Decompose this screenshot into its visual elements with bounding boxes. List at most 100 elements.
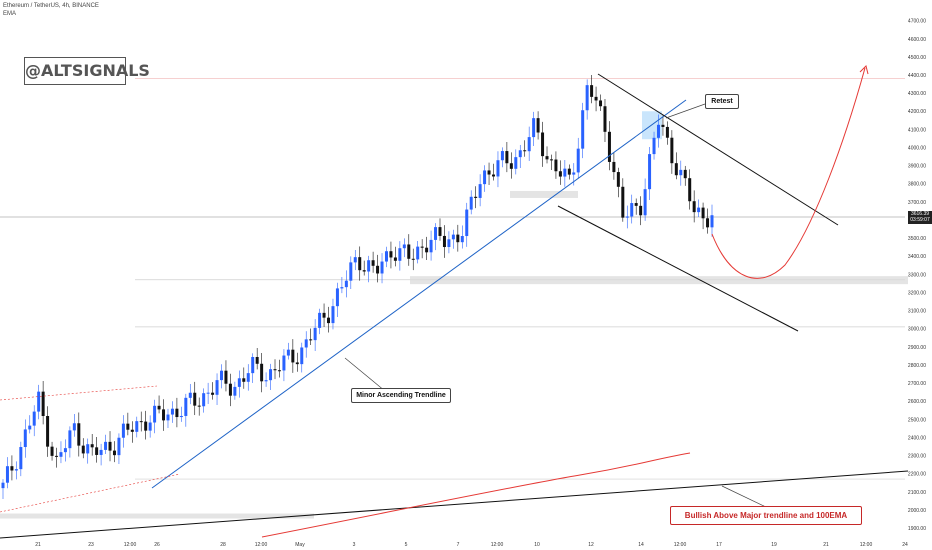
time-tick-label: 10 — [534, 542, 540, 548]
candle-body — [304, 339, 308, 348]
candle-body — [170, 408, 174, 415]
price-tick-label: 2000.00 — [908, 508, 926, 514]
candle-body — [652, 137, 656, 155]
price-tick-label: 3400.00 — [908, 254, 926, 260]
retest-callout: Retest — [705, 94, 739, 109]
ema-100-line — [261, 452, 691, 538]
price-axis[interactable]: 1900.00 2000.00 2100.00 2200.00 2300.00 2400.… — [908, 19, 926, 532]
candle-body — [10, 466, 14, 471]
support-zone — [510, 190, 578, 198]
indicator-label[interactable]: EMA — [3, 11, 17, 17]
current-price-value: 3616.39 — [910, 211, 930, 217]
time-axis[interactable]: 21 23 12:00 26 28 12:00 May 3 5 7 12:00 10 12 14 12:00… — [35, 542, 908, 548]
candle-body — [139, 421, 143, 423]
symbol-title: Ethereum / TetherUS, 4h, BINANCE — [3, 3, 99, 9]
candle-body — [86, 444, 90, 454]
price-tick-label: 3800.00 — [908, 182, 926, 188]
candle-body — [295, 362, 299, 365]
candle-body — [148, 422, 152, 431]
candle-body — [393, 257, 397, 261]
candle-body — [665, 126, 669, 138]
time-tick-label: 12:00 — [674, 542, 687, 548]
candle-body — [567, 168, 571, 175]
price-tick-label: 4400.00 — [908, 73, 926, 79]
time-tick-label: 26 — [154, 542, 160, 548]
candle-body — [251, 356, 255, 374]
price-tick-label: 4300.00 — [908, 91, 926, 97]
retest-pointer — [665, 103, 706, 119]
candle-body — [344, 280, 348, 288]
time-tick-label: 14 — [638, 542, 644, 548]
candle-body — [14, 469, 18, 471]
candle-body — [300, 347, 304, 365]
candle-body — [188, 392, 192, 398]
candle-body — [68, 430, 72, 449]
candle-body — [63, 448, 67, 453]
support-zone — [410, 276, 908, 285]
price-tick-label: 3500.00 — [908, 236, 926, 242]
price-tick-label: 3300.00 — [908, 272, 926, 278]
bullish-pointer — [721, 485, 771, 510]
candle-body — [211, 392, 215, 395]
support-zone — [0, 513, 314, 519]
time-tick-label: 7 — [457, 542, 460, 548]
candle-body — [621, 186, 625, 218]
candle-body — [541, 132, 545, 157]
candle-body — [701, 207, 705, 219]
candle-body — [255, 356, 259, 364]
candle-body — [322, 312, 326, 318]
candle-body — [286, 349, 290, 356]
ascending-trendline — [151, 99, 687, 489]
candle-body — [237, 378, 241, 387]
candle-body — [536, 118, 540, 133]
candle-body — [269, 369, 273, 381]
candle-body — [340, 287, 344, 289]
candle-body — [402, 244, 406, 249]
candle-body — [126, 423, 130, 430]
price-tick-label: 4700.00 — [908, 19, 926, 25]
candle-body — [590, 85, 594, 97]
candle-body — [37, 391, 41, 412]
candle-body — [549, 159, 553, 161]
candle-body — [661, 124, 665, 127]
candle-body — [260, 363, 264, 382]
candle-body — [166, 414, 170, 421]
candle-body — [509, 163, 513, 169]
candle-body — [219, 370, 223, 381]
price-tick-label: 2900.00 — [908, 345, 926, 351]
price-tick-label: 4100.00 — [908, 127, 926, 133]
candle-body — [108, 441, 112, 451]
candle-body — [72, 423, 76, 431]
candle-body — [683, 169, 687, 179]
candle-body — [465, 209, 469, 237]
price-tick-label: 3100.00 — [908, 309, 926, 315]
candle-body — [19, 447, 23, 470]
candle-body — [492, 174, 496, 177]
candle-body — [576, 148, 580, 173]
candle-body — [282, 355, 286, 371]
candle-body — [545, 156, 549, 160]
channel-upper-line — [597, 73, 839, 226]
candle-body — [656, 124, 660, 138]
candle-body — [28, 425, 32, 430]
candle-body — [104, 441, 108, 450]
candle-body — [438, 227, 442, 236]
candle-body — [318, 312, 322, 328]
candle-body — [41, 391, 45, 417]
candle-body — [184, 397, 188, 416]
candle-body — [95, 447, 99, 455]
candle-body — [429, 239, 433, 253]
candle-body — [99, 449, 103, 455]
candle-body — [634, 203, 638, 206]
candle-body — [599, 100, 603, 107]
candle-body — [331, 306, 335, 324]
price-tick-label: 4000.00 — [908, 145, 926, 151]
candle-body — [384, 251, 388, 262]
candle-body — [23, 429, 27, 448]
candle-body — [697, 207, 701, 213]
candle-body — [162, 409, 166, 421]
candle-body — [451, 234, 455, 240]
candle-body — [179, 415, 183, 418]
time-tick-label: 23 — [88, 542, 94, 548]
